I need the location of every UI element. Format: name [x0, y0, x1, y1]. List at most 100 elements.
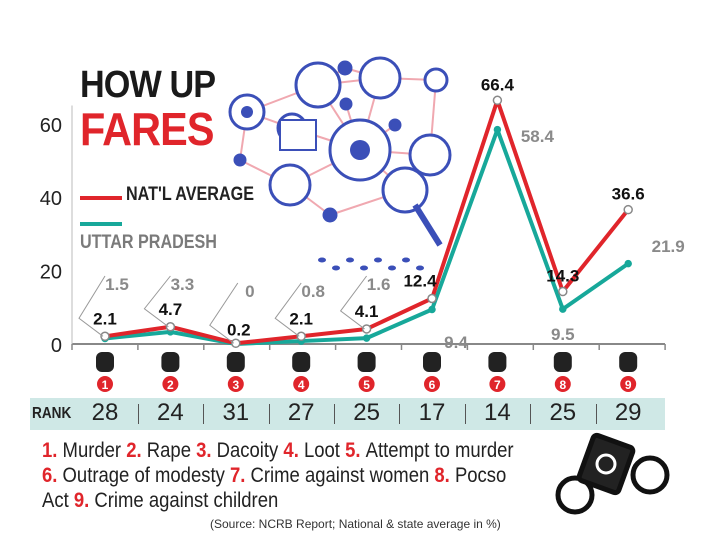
crime-name: Murder	[62, 439, 127, 462]
footprint-icon	[388, 265, 396, 271]
crime-number: 9.	[73, 489, 95, 512]
network-node-icon	[388, 118, 402, 132]
leader-line	[143, 275, 171, 328]
category-number: 8	[559, 378, 566, 392]
state-point	[624, 259, 632, 268]
category-number-badge	[424, 376, 440, 392]
category-number-badge	[358, 376, 375, 392]
y-tick-label: 0	[51, 335, 62, 357]
leader-line	[209, 282, 239, 344]
footprint-icon	[374, 257, 382, 263]
rank-separator	[268, 404, 270, 424]
rank-value: 25	[549, 399, 577, 426]
category-number: 5	[363, 378, 370, 392]
crime-number: 2.	[126, 439, 147, 462]
crime-name: Crime against women	[250, 464, 435, 487]
footprint-icon	[332, 265, 340, 271]
rank-value: 24	[157, 399, 184, 426]
footprint-icon	[318, 257, 326, 263]
rank-value: 27	[287, 399, 315, 426]
category-number: 1	[102, 378, 109, 392]
category-number-badge	[97, 376, 113, 392]
category-number-badge	[293, 376, 310, 392]
crime-number: 5.	[345, 439, 366, 462]
state-data-label: 9.4	[444, 333, 468, 352]
crime-icon	[619, 352, 638, 372]
news-icon	[279, 119, 317, 151]
category-number-badge	[162, 376, 179, 392]
category-number-badge	[489, 376, 506, 392]
footprint-icon	[416, 265, 424, 271]
national-data-label: 36.6	[612, 185, 645, 204]
category-number: 3	[232, 378, 239, 392]
y-tick-label: 60	[40, 115, 62, 137]
national-data-label: 14.3	[546, 267, 579, 286]
crime-icon	[161, 352, 180, 372]
state-point	[559, 305, 567, 313]
crime-name: Loot	[303, 439, 346, 462]
leader-line	[274, 282, 302, 337]
state-point	[362, 334, 371, 342]
network-node-icon	[322, 207, 338, 223]
rank-separator	[137, 404, 139, 424]
rank-value: 29	[614, 399, 642, 426]
rank-separator	[464, 404, 466, 424]
crime-icon	[226, 352, 245, 372]
crime-number: 7.	[229, 464, 251, 487]
crime-name: Pocso Act	[42, 464, 507, 512]
network-node-icon	[337, 60, 353, 76]
state-data-label: 3.3	[171, 275, 195, 294]
crime-number: 6.	[42, 464, 63, 487]
crime-name: Dacoity	[216, 439, 284, 462]
state-point	[493, 125, 502, 134]
category-number: 9	[625, 378, 632, 392]
state-point	[428, 305, 436, 314]
crime-number: 8.	[434, 464, 455, 487]
crime-number: 4.	[283, 439, 304, 462]
source-note: (Source: NCRB Report; National & state a…	[210, 517, 501, 531]
network-node-icon	[294, 61, 342, 109]
rank-separator	[595, 404, 597, 424]
y-tick-label: 20	[40, 262, 62, 284]
rank-value: 28	[91, 399, 119, 426]
national-data-label: 12.4	[403, 271, 437, 290]
crime-name: Outrage of modesty	[62, 464, 230, 487]
category-number-badge	[554, 376, 571, 392]
y-tick-label: 40	[40, 188, 62, 210]
state-data-label: 0.8	[301, 282, 325, 301]
category-number: 2	[167, 378, 174, 392]
category-number: 7	[494, 378, 501, 392]
network-node-icon	[339, 97, 353, 111]
national-point	[231, 338, 241, 349]
national-point	[623, 204, 633, 215]
category-number: 6	[429, 378, 436, 392]
rank-label: RANK	[32, 405, 72, 422]
rank-band: RANK 28 24 31 27 25 17 14 25 29	[30, 398, 665, 430]
leader-line	[78, 275, 106, 337]
crime-icon	[292, 352, 311, 372]
crime-icon	[423, 352, 441, 372]
category-number-badge	[227, 376, 244, 392]
national-data-label: 4.7	[159, 300, 183, 319]
network-node-icon	[358, 56, 402, 100]
crime-icon	[96, 352, 114, 372]
category-number: 4	[298, 378, 305, 392]
question-icon	[350, 140, 370, 160]
national-point	[165, 322, 176, 332]
title-line2: FARES	[80, 103, 214, 155]
title-line1: HOW UP	[80, 64, 216, 106]
magnifier-handle	[412, 203, 443, 247]
rank-value: 31	[222, 399, 250, 426]
rank-separator	[203, 404, 205, 424]
state-data-label: 21.9	[652, 237, 685, 256]
rank-value: 17	[418, 399, 446, 426]
crime-name: Attempt to murder	[365, 439, 514, 462]
legend-national: NAT'L AVERAGE	[126, 184, 254, 205]
network-graphic-icon	[228, 56, 452, 271]
crime-icon	[553, 352, 572, 372]
national-point	[558, 286, 568, 297]
network-node-icon	[423, 67, 449, 93]
national-point	[361, 324, 372, 334]
